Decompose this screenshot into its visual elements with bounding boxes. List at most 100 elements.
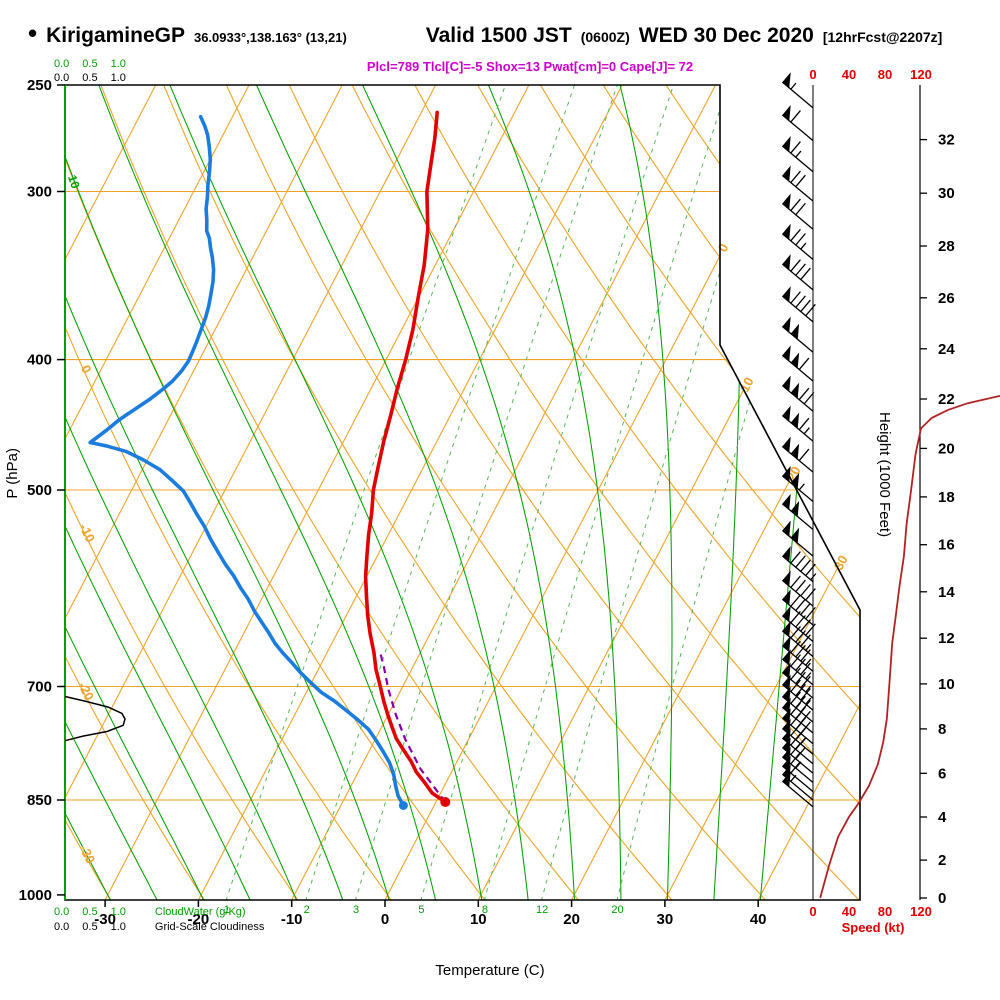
svg-text:10: 10: [470, 911, 487, 928]
cloudwater-tick: 0.0: [54, 58, 70, 70]
svg-text:0: 0: [938, 890, 946, 907]
sounding-indices: Plcl=789 Tlcl[C]=-5 Shox=13 Pwat[cm]=0 C…: [366, 59, 694, 74]
svg-text:12: 12: [938, 630, 955, 647]
svg-text:40: 40: [842, 67, 856, 82]
svg-text:-10: -10: [281, 911, 303, 928]
valid-time-label: Valid 1500 JST: [425, 24, 572, 47]
svg-text:-20: -20: [75, 679, 97, 702]
svg-text:120: 120: [910, 67, 932, 82]
svg-text:10: 10: [737, 375, 757, 395]
svg-text:40: 40: [842, 904, 856, 919]
svg-text:-20: -20: [188, 911, 210, 928]
svg-text:80: 80: [878, 67, 892, 82]
svg-text:0: 0: [715, 241, 732, 254]
svg-text:26: 26: [938, 290, 955, 307]
svg-text:30: 30: [831, 553, 851, 573]
valid-time-utc: (0600Z): [580, 29, 630, 45]
wind-speed-profile: [819, 394, 1000, 899]
svg-text:20: 20: [938, 440, 955, 457]
cloudiness-scale-top: 0.0 0.5 1.0: [54, 72, 126, 84]
cloudiness-profile: [64, 695, 126, 742]
cloudiness-tick: 1.0: [110, 72, 126, 84]
svg-text:120: 120: [910, 904, 932, 919]
temperature-axis-title: Temperature (C): [435, 962, 545, 979]
svg-text:10: 10: [938, 676, 955, 693]
dewpoint-line: [88, 115, 406, 808]
cloudiness-tick: 0.5: [82, 921, 98, 933]
sounding-profiles: [88, 110, 451, 810]
svg-text:3: 3: [353, 904, 359, 916]
svg-text:22: 22: [938, 391, 955, 408]
cloudiness-axis-title: Grid-Scale Cloudiness: [154, 921, 265, 933]
svg-text:24: 24: [938, 341, 955, 358]
svg-text:5: 5: [418, 904, 424, 916]
cloudiness-tick: 0.5: [82, 72, 98, 84]
cloudiness-scale-bottom: 0.0 0.5 1.0 Grid-Scale Cloudiness: [54, 921, 264, 933]
pressure-axis-title: P (hPa): [4, 448, 21, 499]
cloudwater-tick: 0.5: [82, 906, 98, 918]
svg-text:28: 28: [938, 238, 955, 255]
moist-adiabats: [65, 85, 828, 900]
svg-text:10: 10: [65, 173, 83, 190]
svg-text:8: 8: [938, 721, 946, 738]
cloudwater-scale-top: 0.0 0.5 1.0: [54, 58, 126, 70]
parcel-path-line: [379, 653, 447, 803]
cloudiness-tick: 1.0: [110, 921, 126, 933]
svg-text:4: 4: [938, 809, 947, 826]
valid-date: WED 30 Dec 2020: [638, 24, 814, 47]
cloudwater-tick: 0.5: [82, 58, 98, 70]
svg-text:12: 12: [536, 904, 548, 916]
surface-dewpoint-dot: [398, 801, 408, 810]
svg-text:300: 300: [27, 183, 52, 200]
chart-header: • KirigamineGP 36.0933°,138.163° (13,21)…: [28, 18, 943, 48]
station-name: KirigamineGP: [46, 24, 185, 47]
cloudiness-tick: 0.0: [54, 72, 70, 84]
svg-text:400: 400: [27, 352, 52, 369]
svg-text:6: 6: [938, 765, 946, 782]
speed-axis-title: Speed (kt): [841, 920, 905, 935]
wind-barbs: [781, 72, 817, 808]
cloudwater-tick: 1.0: [110, 58, 126, 70]
skewt-grid: [65, 85, 860, 900]
svg-text:-30: -30: [94, 911, 116, 928]
svg-text:1000: 1000: [19, 887, 52, 904]
svg-text:1: 1: [224, 904, 230, 916]
surface-temperature-dot: [440, 797, 451, 807]
svg-text:850: 850: [27, 792, 52, 809]
svg-text:20: 20: [563, 911, 580, 928]
svg-text:250: 250: [27, 77, 52, 94]
cloudiness-tick: 0.0: [54, 921, 70, 933]
svg-text:0: 0: [809, 67, 816, 82]
svg-text:0: 0: [809, 904, 816, 919]
svg-text:500: 500: [27, 482, 52, 499]
svg-text:700: 700: [27, 679, 52, 696]
svg-text:-10: -10: [76, 521, 98, 544]
svg-text:2: 2: [304, 904, 310, 916]
station-coordinates: 36.0933°,138.163° (13,21): [193, 30, 347, 45]
cloudwater-tick: 0.0: [54, 906, 70, 918]
svg-text:30: 30: [938, 185, 955, 202]
cloudwater-axis-title: CloudWater (g/Kg): [154, 906, 246, 918]
svg-text:-30: -30: [77, 843, 99, 866]
svg-text:2: 2: [938, 852, 946, 869]
svg-text:32: 32: [938, 132, 955, 149]
height-axis-title: Height (1000 Feet): [876, 412, 893, 538]
svg-text:80: 80: [878, 904, 892, 919]
svg-text:0: 0: [381, 911, 389, 928]
svg-text:16: 16: [938, 537, 955, 554]
svg-text:18: 18: [938, 489, 955, 506]
temperature-line: [363, 110, 448, 804]
svg-text:14: 14: [938, 584, 955, 601]
svg-text:30: 30: [657, 911, 674, 928]
forecast-note: [12hrFcst@2207z]: [822, 29, 943, 45]
svg-text:0: 0: [78, 363, 95, 376]
cloudwater-scale-bottom: 0.0 0.5 1.0 CloudWater (g/Kg): [54, 906, 246, 918]
svg-text:8: 8: [482, 904, 488, 916]
cloudwater-tick: 1.0: [110, 906, 126, 918]
svg-text:20: 20: [611, 904, 623, 916]
svg-text:40: 40: [750, 911, 767, 928]
